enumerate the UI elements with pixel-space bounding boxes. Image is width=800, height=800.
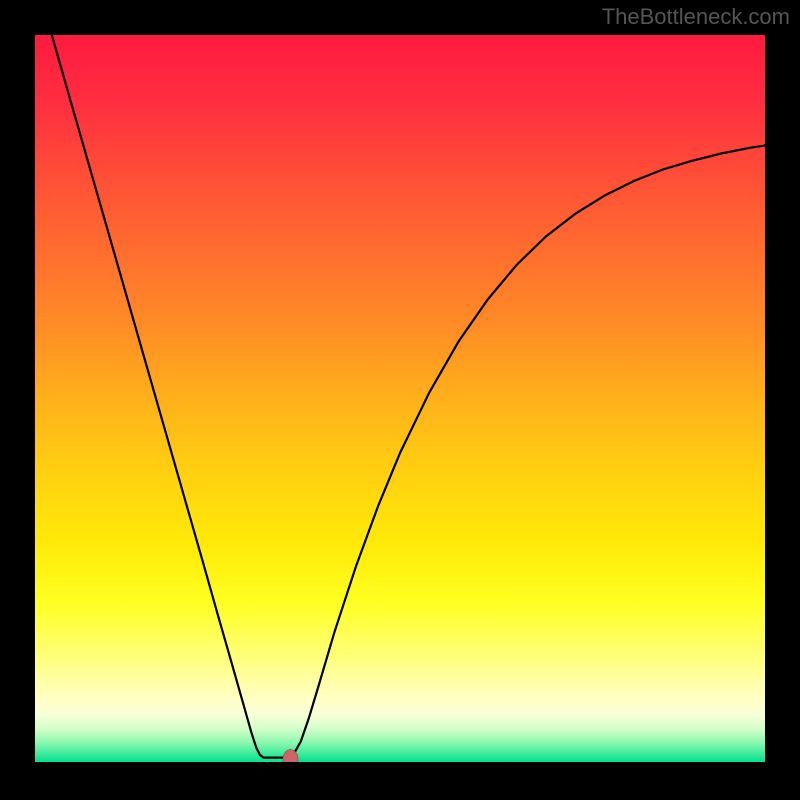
curve-layer [35, 35, 765, 762]
watermark-text: TheBottleneck.com [602, 4, 790, 30]
bottleneck-curve [52, 35, 765, 758]
